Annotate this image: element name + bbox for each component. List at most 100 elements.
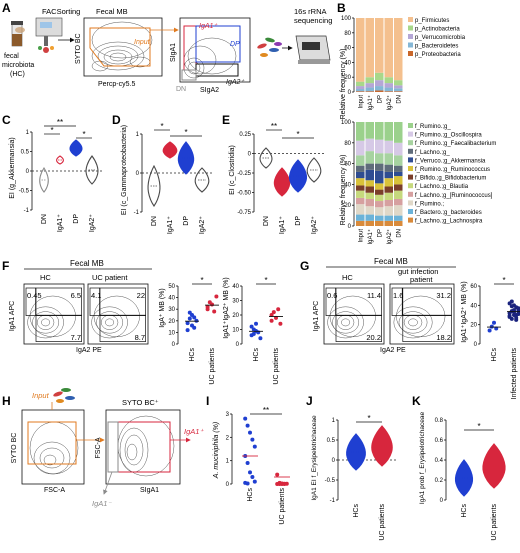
percp-axis-label: Percp-cy5.5	[98, 81, 135, 88]
gate-iga1-label: IgA1⁺	[199, 23, 218, 30]
f-hc-label: HC	[40, 273, 51, 282]
j-tick-label: 1	[332, 418, 336, 424]
i-tick-label: 3	[226, 412, 230, 418]
b-bottom-bar-segment	[356, 165, 365, 172]
f-dot2-dot	[276, 307, 281, 312]
b-bottom-bar-segment	[375, 153, 384, 164]
b-top-category-label: IgA1⁺	[367, 95, 374, 111]
b-bottom-bar-segment	[375, 122, 384, 140]
g-pt-gate-ul	[391, 287, 403, 316]
b-top-legend-swatch	[408, 51, 413, 56]
g-pt-contour	[396, 295, 446, 338]
g-pt-value-lr: 18.2	[436, 333, 451, 342]
b-top-bar-segment	[356, 91, 365, 92]
d-violin-iga2	[194, 167, 210, 193]
g-hc-value-lr: 20.2	[366, 333, 381, 342]
b-bottom-bar-segment	[365, 192, 374, 199]
b-bottom-bar-segment	[356, 214, 365, 221]
b-bottom-category-label: IgA2⁺	[386, 229, 393, 245]
b-bottom-legend-label: f_Rumino.;g_	[415, 124, 451, 130]
f-hc-value-ur: 6.5	[71, 291, 81, 300]
f-dot2-dot	[278, 321, 283, 326]
e-sig-label: **	[271, 122, 277, 131]
b-top-legend-label: p_Firmicutes	[415, 18, 449, 24]
g-dot-tick-label: 40	[470, 303, 477, 309]
g-hc-gate-ul	[325, 287, 336, 316]
b-top-bar-segment	[356, 86, 365, 90]
b-bottom-bar-segment	[365, 198, 374, 207]
panel-d: D EI (c_Gammaproteobacteria) 1 0 -1 DN IgA1⁺…	[112, 113, 212, 234]
b-bottom-bar-segment	[375, 207, 384, 216]
b-top-bar-segment	[394, 18, 403, 81]
b-bottom-bar-segment	[356, 220, 365, 226]
f-dot1-tick-label: 10	[168, 330, 175, 336]
i-sig-label: **	[263, 406, 269, 415]
gate-dn-label: DN	[176, 86, 186, 93]
b-bottom-legend-label: f_Rumino.;g_Oscillospira	[415, 133, 482, 139]
panel-label-g: G	[300, 259, 309, 273]
j-tick-label: 0	[332, 458, 336, 464]
b-bottom-bar-segment	[356, 204, 365, 215]
g-dot-dot	[509, 316, 514, 321]
j-sig-label: *	[367, 414, 370, 423]
g-hc-label: HC	[342, 273, 353, 282]
b-bottom-bar-segment	[394, 205, 403, 216]
b-bottom-bar-segment	[356, 190, 365, 198]
b-tick-label: 60	[344, 46, 351, 52]
b-tick-label: 0	[348, 224, 352, 230]
panel-label-a: A	[2, 1, 11, 15]
b-bottom-legend-label: f_Lachno.;g_[Ruminococcus]	[415, 193, 493, 199]
c-category-label: IgA1⁺	[57, 214, 64, 232]
i-dot-hc	[243, 416, 248, 421]
f-dot1-dot	[187, 316, 192, 321]
c-sig-label: *	[82, 130, 85, 139]
e-category-label: IgA2⁺	[311, 216, 318, 234]
b-top-category-label: IgA2⁺	[386, 95, 393, 111]
b-bottom-legend-label: f_Lachno.;g_Blautia	[415, 184, 469, 190]
panel-label-k: K	[412, 394, 421, 408]
b-top-legend-swatch	[408, 34, 413, 39]
c-category-label: DP	[73, 214, 80, 224]
b-bottom-bar-segment	[384, 140, 393, 154]
g-dot-dot	[516, 306, 520, 311]
d-category-label: DP	[183, 216, 190, 226]
h-bacteria-icon	[53, 388, 75, 403]
b-bottom-bar-segment	[375, 215, 384, 221]
g-dot-dot	[509, 304, 514, 309]
b-bottom-bar-segment	[365, 122, 374, 139]
g-pt-contour	[408, 318, 418, 327]
b-top-bar-segment	[365, 77, 374, 84]
f-uc-label: UC patient	[92, 273, 128, 282]
g-dot-dot	[516, 309, 520, 314]
f-dot1-category-label: UC patients	[209, 348, 216, 385]
b-bottom-bar-segment	[375, 220, 384, 226]
b-top-bar-segment	[384, 87, 393, 92]
panel-j: J IgA1 EI f_Erysipelotrichaceae 1 0.5 0 -0.…	[306, 394, 398, 541]
e-category-label: DN	[263, 216, 270, 226]
b-bottom-bar-segment	[365, 186, 374, 193]
panel-label-d: D	[112, 113, 121, 127]
b-tick-label: 80	[344, 31, 351, 37]
c-tick-label: 1	[26, 130, 30, 136]
h-density-plot-1	[21, 409, 85, 485]
b-bottom-bar-segment	[375, 139, 384, 154]
i-dot-hc	[252, 479, 257, 484]
k-tick-label: 0	[440, 498, 444, 504]
f-plot1-ylabel: IgA⁺ MB (%)	[159, 288, 166, 327]
siga1-axis-label: SIgA1	[170, 43, 177, 62]
f-facs-plots: 0.45 6.5 7.7 4.1 22 8.7	[23, 283, 149, 345]
e-tick-label: 0	[248, 152, 252, 158]
g-dot-dot	[507, 311, 512, 316]
panel-label-h: H	[2, 394, 11, 408]
c-category-label: DN	[41, 214, 48, 224]
i-dot-hc	[245, 461, 250, 465]
b-bottom-bar-segment	[394, 165, 403, 172]
g-pt-contour	[393, 306, 433, 339]
g-plot-ylabel: IgA1⁺IgA2⁺ MB (%)	[461, 281, 468, 342]
h-density-plot-2	[105, 409, 181, 485]
density-plot-syto	[83, 17, 163, 77]
c-plot: 10.50-0.5-1DN IgA1⁺ DP IgA2⁺*** *	[19, 118, 102, 232]
cytometer-icon	[35, 17, 63, 53]
f-dot1-tick-label: 40	[168, 296, 175, 302]
